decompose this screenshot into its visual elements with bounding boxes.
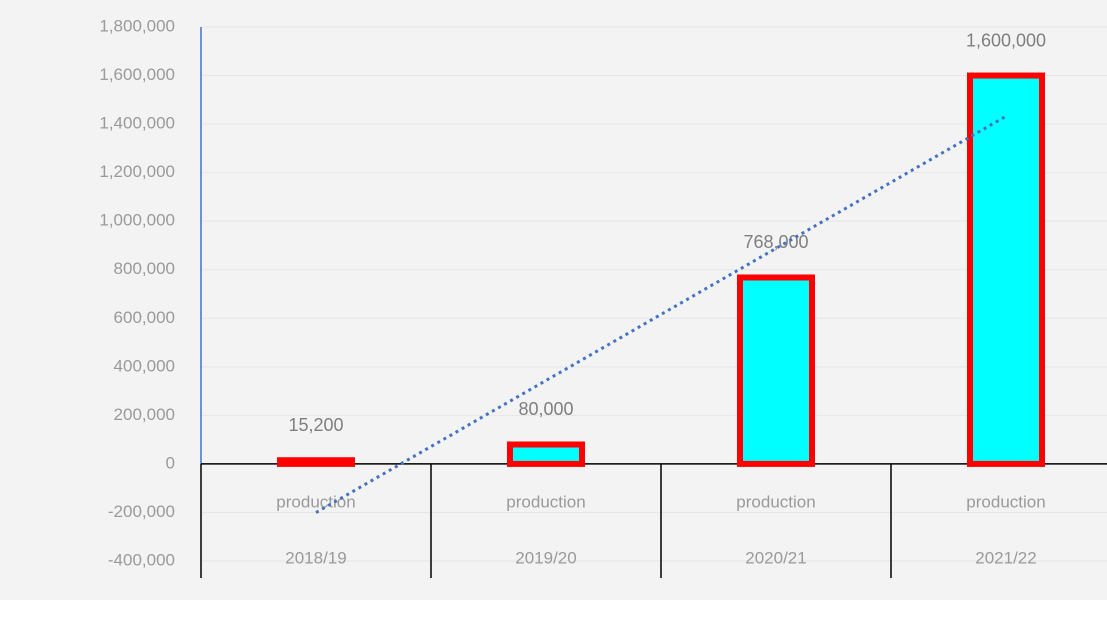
y-tick-label: 800,000 <box>114 259 175 278</box>
x-group-label: 2020/21 <box>745 548 806 567</box>
y-tick-label: 600,000 <box>114 308 175 327</box>
y-tick-label: 1,200,000 <box>99 162 175 181</box>
x-tick-label: production <box>506 492 585 511</box>
x-group-label: 2021/22 <box>975 548 1036 567</box>
value-label: 80,000 <box>518 399 573 419</box>
y-tick-label: -400,000 <box>108 550 175 569</box>
bar <box>277 457 355 467</box>
y-tick-label: 200,000 <box>114 405 175 424</box>
y-tick-label: 1,000,000 <box>99 211 175 230</box>
bar <box>967 72 1045 467</box>
value-label: 15,200 <box>288 415 343 435</box>
plot-background <box>0 0 1107 600</box>
y-tick-label: 1,400,000 <box>99 114 175 133</box>
y-tick-label: 1,800,000 <box>99 16 175 35</box>
y-tick-label: -200,000 <box>108 502 175 521</box>
x-group-label: 2018/19 <box>285 548 346 567</box>
bar <box>737 274 815 467</box>
x-tick-label: production <box>736 492 815 511</box>
value-label: 1,600,000 <box>966 30 1046 50</box>
x-group-label: 2019/20 <box>515 548 576 567</box>
y-tick-label: 400,000 <box>114 356 175 375</box>
y-tick-label: 1,600,000 <box>99 65 175 84</box>
x-tick-label: production <box>966 492 1045 511</box>
value-label: 768,000 <box>743 232 808 252</box>
x-tick-label: production <box>276 492 355 511</box>
bar <box>507 441 585 467</box>
y-tick-label: 0 <box>166 453 175 472</box>
